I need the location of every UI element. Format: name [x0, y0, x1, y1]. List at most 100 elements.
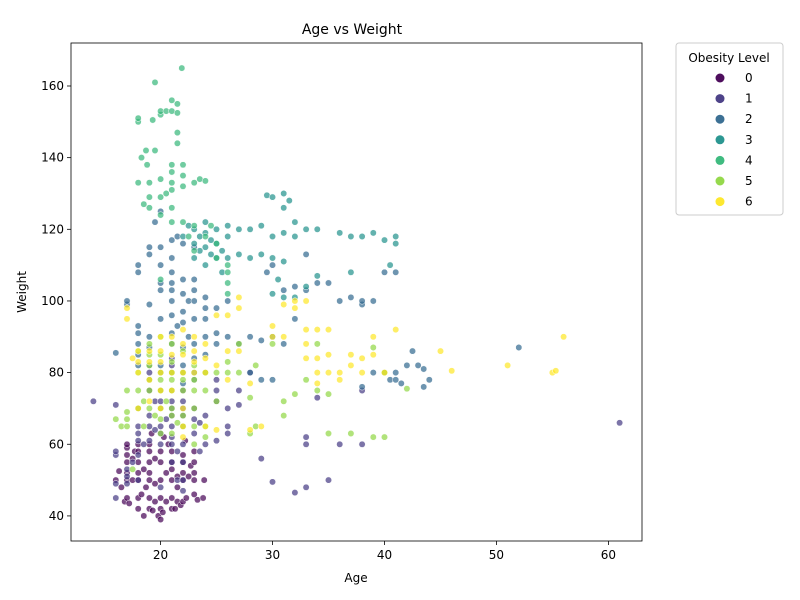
- data-point: [224, 358, 232, 366]
- data-point: [224, 430, 232, 437]
- data-point: [190, 430, 198, 437]
- data-point: [157, 333, 165, 341]
- data-point: [145, 179, 153, 187]
- data-point: [280, 412, 288, 420]
- data-point: [179, 397, 187, 405]
- data-point: [145, 369, 153, 377]
- data-point: [224, 290, 232, 298]
- y-tick-label: 160: [41, 79, 64, 93]
- data-point: [201, 243, 209, 251]
- data-point: [201, 333, 209, 341]
- data-point: [123, 440, 131, 448]
- data-point: [425, 376, 433, 384]
- data-point: [392, 326, 400, 334]
- data-point: [185, 233, 193, 240]
- series-0: [112, 430, 208, 523]
- data-point: [168, 168, 176, 176]
- data-point: [168, 161, 176, 169]
- data-point: [123, 297, 131, 305]
- data-point: [201, 218, 209, 226]
- data-point: [369, 297, 377, 305]
- data-point: [392, 240, 400, 248]
- data-point: [246, 333, 254, 341]
- data-point: [190, 340, 198, 348]
- data-point: [178, 64, 186, 72]
- data-point: [280, 190, 288, 197]
- data-point: [448, 367, 456, 375]
- data-point: [168, 286, 176, 294]
- data-point: [302, 340, 310, 348]
- data-point: [218, 247, 226, 255]
- data-point: [313, 354, 321, 362]
- data-point: [280, 286, 288, 294]
- data-point: [207, 236, 215, 244]
- data-point: [157, 243, 165, 251]
- data-point: [157, 211, 165, 219]
- data-point: [207, 250, 215, 258]
- data-point: [151, 78, 159, 86]
- data-point: [201, 354, 209, 362]
- data-point: [179, 326, 187, 334]
- data-point: [201, 315, 209, 323]
- data-point: [134, 469, 142, 477]
- legend-label: 3: [745, 133, 753, 147]
- data-point: [397, 379, 405, 387]
- data-point: [190, 476, 198, 484]
- x-tick-label: 40: [377, 548, 392, 562]
- data-point: [151, 455, 159, 463]
- data-point: [168, 369, 176, 377]
- data-point: [168, 387, 176, 394]
- data-point: [302, 326, 310, 334]
- data-point: [179, 387, 187, 394]
- data-point: [129, 354, 137, 362]
- data-point: [179, 240, 187, 248]
- data-point: [112, 480, 120, 488]
- data-point: [157, 476, 165, 484]
- data-point: [162, 190, 170, 197]
- data-point: [224, 233, 232, 240]
- data-point: [157, 422, 165, 430]
- data-point: [145, 333, 153, 341]
- data-point: [171, 505, 179, 513]
- data-point: [145, 437, 153, 445]
- data-point: [179, 376, 187, 384]
- data-point: [168, 404, 176, 412]
- data-point: [157, 404, 165, 412]
- data-point: [291, 390, 299, 398]
- data-point: [179, 351, 187, 359]
- data-point: [145, 301, 153, 308]
- data-point: [168, 268, 176, 276]
- data-point: [246, 254, 254, 262]
- data-point: [313, 379, 321, 387]
- data-point: [134, 261, 142, 269]
- y-axis: 40 60 80 100 120 140 160: [41, 79, 71, 523]
- data-point: [179, 276, 187, 283]
- data-point: [151, 218, 159, 226]
- data-point: [173, 129, 181, 137]
- data-point: [179, 451, 187, 459]
- data-point: [173, 322, 181, 330]
- x-tick-label: 60: [601, 548, 616, 562]
- data-point: [140, 512, 148, 520]
- data-point: [190, 347, 198, 355]
- data-point: [138, 490, 145, 498]
- data-point: [285, 197, 293, 205]
- data-point: [142, 147, 150, 154]
- data-point: [112, 494, 120, 502]
- data-point: [190, 297, 198, 305]
- data-point: [369, 433, 377, 441]
- data-point: [381, 268, 388, 276]
- data-point: [246, 225, 254, 233]
- data-point: [190, 422, 198, 430]
- data-point: [179, 469, 187, 477]
- legend-marker: [715, 94, 725, 104]
- data-point: [246, 426, 254, 434]
- data-point: [392, 369, 400, 377]
- data-point: [199, 494, 207, 502]
- data-point: [302, 250, 310, 258]
- data-point: [149, 507, 157, 514]
- data-point: [196, 419, 204, 427]
- data-point: [291, 297, 299, 305]
